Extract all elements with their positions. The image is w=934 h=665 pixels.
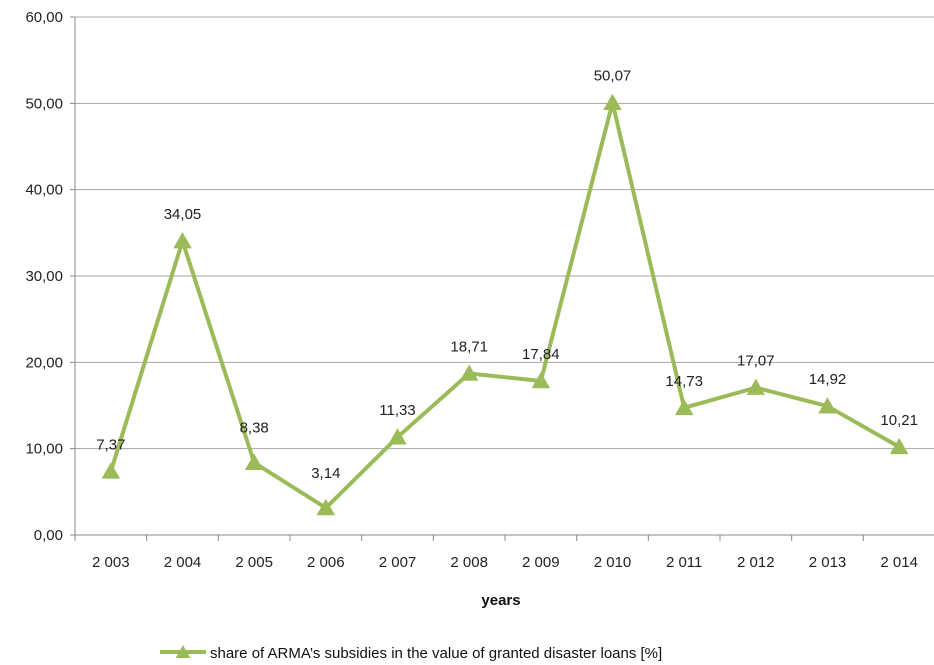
data-point-triangle (459, 364, 479, 381)
data-label: 34,05 (164, 206, 202, 223)
x-tick-label: 2 009 (522, 554, 560, 571)
gridlines (75, 16, 934, 450)
data-label: 17,07 (737, 353, 775, 370)
x-tick-label: 2 008 (450, 554, 488, 571)
x-tick-label: 2 005 (235, 554, 273, 571)
x-tick-label: 2 004 (164, 554, 202, 571)
legend: share of ARMA’s subsidies in the value o… (160, 645, 662, 662)
y-tick-label: 30,00 (25, 268, 63, 285)
legend-label: share of ARMA’s subsidies in the value o… (210, 645, 662, 662)
y-tick-label: 20,00 (25, 354, 63, 371)
x-tick-label: 2 006 (307, 554, 345, 571)
data-label: 14,73 (665, 373, 703, 390)
axes: 0,00 10,00 20,00 30,00 40,00 50,00 60,00 2 003 2… (25, 9, 934, 571)
series-area (101, 93, 909, 516)
data-label: 3,14 (311, 465, 340, 482)
legend-triangle-icon (175, 645, 191, 658)
data-point-triangle (603, 93, 622, 111)
data-label: 50,07 (594, 68, 632, 85)
series-line (108, 100, 901, 510)
y-tick-label: 50,00 (25, 95, 63, 112)
data-labels: 7,37 34,05 8,38 3,14 11,33 18,71 17,84 50,07 14,… (96, 68, 918, 482)
data-label: 17,84 (522, 346, 560, 363)
data-point-triangle (531, 371, 551, 389)
y-tick-label: 10,00 (25, 441, 63, 458)
data-label: 10,21 (880, 412, 918, 429)
data-point-triangle (316, 498, 336, 516)
data-label: 7,37 (96, 436, 125, 453)
data-point-triangle (889, 437, 909, 455)
x-tick-label: 2 010 (594, 554, 632, 571)
data-point-triangle (173, 232, 192, 249)
data-point-triangle (388, 428, 407, 445)
x-tick-label: 2 013 (809, 554, 847, 571)
x-tick-label: 2 012 (737, 554, 775, 571)
data-label: 18,71 (450, 338, 488, 355)
x-tick-label: 2 014 (880, 554, 918, 571)
data-point-triangle (746, 378, 766, 395)
data-label: 8,38 (240, 420, 269, 437)
data-point-triangle (818, 397, 837, 414)
y-tick-label: 0,00 (34, 527, 63, 544)
data-label: 11,33 (379, 402, 415, 419)
data-point-triangle (101, 462, 121, 479)
data-point-triangle (674, 398, 694, 416)
x-tick-label: 2 003 (92, 554, 130, 571)
x-axis-title: years (481, 592, 520, 609)
y-tick-label: 60,00 (25, 9, 63, 26)
data-label: 14,92 (809, 371, 847, 388)
y-tick-label: 40,00 (25, 182, 63, 199)
data-point-triangle (244, 453, 264, 470)
x-tick-label: 2 007 (379, 554, 417, 571)
x-tick-label: 2 011 (666, 554, 702, 571)
